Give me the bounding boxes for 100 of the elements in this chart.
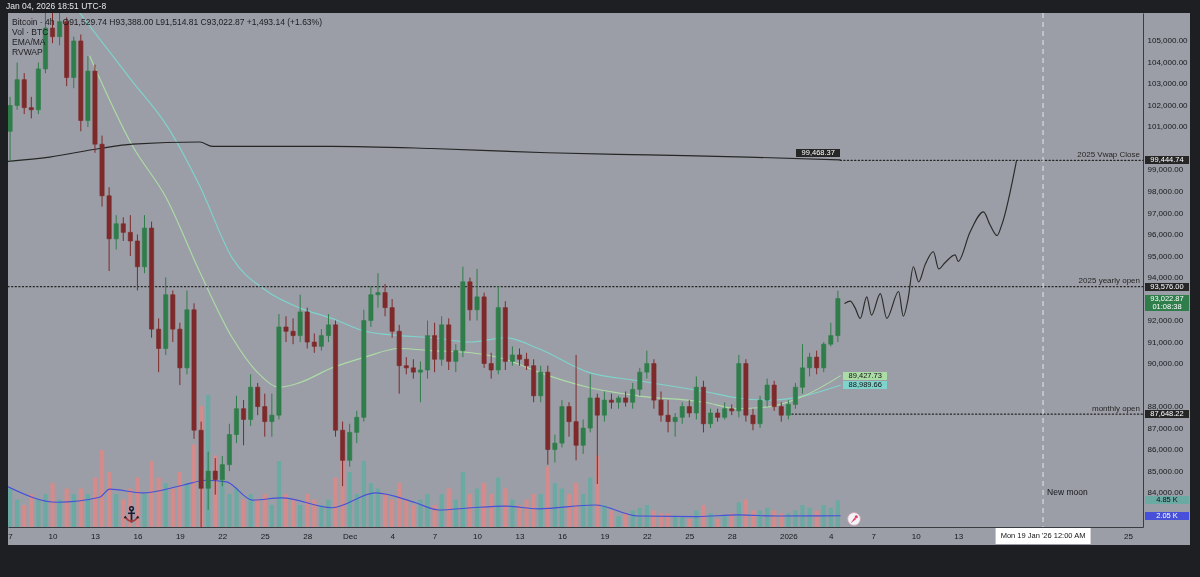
y-tick-label: 85,000.00 xyxy=(1147,466,1184,476)
annotation: New moon xyxy=(1047,487,1088,498)
candlestick xyxy=(57,13,63,46)
y-tick-label: 103,000.00 xyxy=(1147,79,1189,89)
bar xyxy=(623,513,628,527)
bar xyxy=(149,461,154,527)
candlestick xyxy=(630,382,636,410)
bar xyxy=(425,494,430,527)
candlestick xyxy=(785,399,791,420)
x-tick-label: 25 xyxy=(1124,531,1134,541)
candlestick xyxy=(410,358,416,380)
bar xyxy=(163,483,168,527)
candlestick xyxy=(509,345,515,367)
candlestick xyxy=(814,350,820,375)
candlestick xyxy=(778,401,784,423)
bar xyxy=(418,499,423,527)
bar xyxy=(15,499,20,527)
bar xyxy=(658,513,664,527)
bar xyxy=(57,499,62,527)
candlestick xyxy=(807,352,812,377)
bar xyxy=(496,477,501,527)
bar xyxy=(319,505,324,527)
x-tick-label: 16 xyxy=(557,531,568,541)
y-tick-label: 101,000.00 xyxy=(1147,122,1189,132)
x-tick-label: 7 xyxy=(432,531,438,541)
bar xyxy=(573,483,579,527)
bar xyxy=(255,499,260,527)
series-label: monthly open xyxy=(1091,403,1140,414)
bar xyxy=(517,505,522,527)
bar xyxy=(22,505,27,527)
bar xyxy=(78,488,83,527)
bar xyxy=(29,494,34,527)
bar xyxy=(411,505,416,527)
bar xyxy=(510,499,515,527)
x-tick-label: 25 xyxy=(685,531,695,541)
bar xyxy=(390,499,395,527)
candlestick xyxy=(800,343,805,395)
text: Jan 04, 2026 18:51 UTC-8 xyxy=(6,1,107,12)
bar xyxy=(177,472,182,527)
bar xyxy=(524,499,529,527)
y-tick-label: 99,000.00 xyxy=(1147,165,1184,175)
y-tick-label: 87,000.00 xyxy=(1147,423,1184,433)
y-tick-label: 95,000.00 xyxy=(1147,251,1184,261)
candlestick xyxy=(538,365,544,403)
bar xyxy=(722,516,727,527)
bar xyxy=(262,494,267,527)
bar xyxy=(248,494,253,527)
candlestick xyxy=(474,268,480,322)
candlestick xyxy=(255,382,261,416)
x-tick-label: 4 xyxy=(390,531,396,541)
bar xyxy=(361,461,366,527)
y-tick-label: 92,000.00 xyxy=(1147,316,1184,326)
candlestick xyxy=(297,294,303,343)
candlestick xyxy=(156,317,162,373)
y-tick-label: 90,000.00 xyxy=(1147,359,1184,369)
bar xyxy=(665,513,671,527)
y-tick-label: 104,000.00 xyxy=(1147,57,1189,67)
bar xyxy=(538,494,543,527)
bar xyxy=(489,494,494,527)
bar xyxy=(290,499,296,527)
y-tick-label: 86,000.00 xyxy=(1147,445,1184,455)
series-label: 2025 Vwap Close xyxy=(1077,149,1140,160)
bar xyxy=(531,494,536,527)
bar xyxy=(609,510,614,527)
candlestick xyxy=(127,214,133,257)
bar xyxy=(50,483,55,527)
x-tick-label: 28 xyxy=(727,531,738,541)
candlestick xyxy=(113,214,119,251)
bar xyxy=(467,494,473,527)
candlestick xyxy=(28,96,34,119)
bar xyxy=(36,499,41,527)
bar xyxy=(333,477,338,527)
bar xyxy=(559,488,565,527)
y-tick-label: 102,000.00 xyxy=(1147,100,1189,110)
candlestick xyxy=(241,399,246,446)
bar xyxy=(545,466,550,527)
x-tick-label: 22 xyxy=(642,531,653,541)
x-tick-label: 10 xyxy=(48,531,59,541)
candlestick xyxy=(432,322,438,373)
bar xyxy=(184,483,190,527)
bar xyxy=(276,461,282,527)
x-tick-label: 10 xyxy=(473,531,483,541)
bar xyxy=(170,488,175,527)
bar xyxy=(432,505,437,527)
bar xyxy=(602,505,607,527)
bar xyxy=(241,499,246,527)
bar xyxy=(269,505,274,527)
y-tick-label: 96,000.00 xyxy=(1147,230,1184,240)
candlestick xyxy=(793,382,798,410)
bar xyxy=(382,494,388,527)
bar xyxy=(474,488,480,527)
bar xyxy=(701,505,706,527)
x-tick-label: 2026 xyxy=(779,531,799,541)
x-tick-label: 7 xyxy=(8,531,14,541)
candlestick xyxy=(821,341,827,373)
bar xyxy=(92,477,98,527)
bar xyxy=(107,472,112,527)
bar xyxy=(397,483,402,527)
candlestick xyxy=(262,393,268,438)
series-label: 2025 yearly open xyxy=(1078,276,1140,287)
